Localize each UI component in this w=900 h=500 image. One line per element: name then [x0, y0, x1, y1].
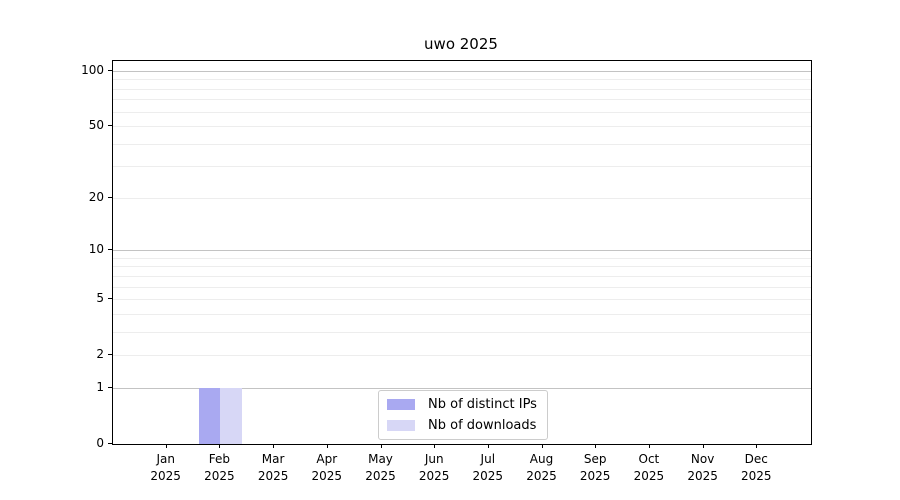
y-tick-label: 0 [96, 436, 104, 450]
y-tick-label: 100 [81, 62, 104, 77]
gridline-minor [113, 355, 811, 357]
x-tick-label: Nov 2025 [687, 452, 718, 483]
x-tick [756, 444, 758, 448]
y-tick [108, 298, 112, 300]
gridline-minor [113, 126, 811, 127]
bar-nb-of-distinct-ips [198, 387, 221, 444]
gridline-minor [113, 197, 811, 199]
gridline-minor [113, 266, 811, 268]
y-tick-label: 2 [96, 347, 104, 362]
x-tick [702, 444, 704, 448]
gridline-minor [113, 331, 811, 333]
x-tick [219, 444, 221, 448]
legend-swatch-downloads [387, 420, 415, 431]
gridline-minor [113, 286, 811, 288]
gridline-minor [113, 143, 811, 145]
gridline-minor [113, 88, 811, 90]
gridline-minor [113, 111, 811, 113]
y-tick-label: 5 [96, 291, 104, 306]
x-tick-label: Jun 2025 [418, 452, 450, 483]
x-tick [326, 444, 328, 448]
x-tick-label: Oct 2025 [633, 452, 665, 483]
y-tick-label: 1 [96, 379, 104, 394]
x-tick-label: Sep 2025 [579, 452, 611, 483]
y-tick [108, 386, 112, 388]
x-tick-label: Mar 2025 [257, 452, 289, 483]
gridline-major [113, 70, 811, 72]
x-tick [434, 444, 436, 448]
legend-label-distinct-ips: Nb of distinct IPs [428, 397, 537, 412]
y-tick [108, 354, 112, 356]
gridline-minor [113, 299, 811, 301]
x-tick [595, 444, 597, 448]
gridline-minor [113, 313, 811, 315]
x-tick-label: Apr 2025 [311, 452, 343, 483]
bar-nb-of-downloads [220, 387, 242, 444]
x-tick-label: Jul 2025 [472, 452, 504, 483]
y-tick [108, 125, 112, 126]
x-tick [648, 444, 650, 448]
plot-area [112, 60, 812, 445]
x-tick [541, 444, 543, 448]
gridline-minor [113, 99, 811, 101]
legend: Nb of distinct IPs Nb of downloads [378, 390, 548, 440]
x-tick [165, 444, 167, 448]
y-tick-label: 50 [88, 118, 104, 132]
x-tick [380, 444, 382, 448]
gridline-major [113, 387, 811, 389]
x-tick-label: Feb 2025 [204, 452, 235, 483]
y-tick [108, 249, 112, 251]
y-tick-label: 20 [88, 189, 104, 204]
legend-item-distinct-ips: Nb of distinct IPs [387, 397, 537, 412]
gridline-major [113, 250, 811, 252]
x-tick [487, 444, 489, 448]
y-tick [108, 69, 112, 71]
x-tick [273, 444, 275, 448]
x-tick-label: May 2025 [365, 452, 396, 483]
gridline-minor [113, 79, 811, 81]
legend-label-downloads: Nb of downloads [428, 418, 537, 433]
x-tick-label: Aug 2025 [526, 452, 557, 483]
x-tick-label: Dec 2025 [741, 452, 772, 483]
legend-item-downloads: Nb of downloads [387, 418, 537, 433]
chart-title: uwo 2025 [424, 35, 498, 53]
y-tick [108, 443, 112, 444]
y-tick-label: 10 [88, 242, 104, 257]
y-tick [108, 196, 112, 198]
gridline-minor [113, 166, 811, 168]
gridline-minor [113, 257, 811, 259]
x-tick-label: Jan 2025 [150, 452, 181, 483]
legend-swatch-distinct-ips [387, 399, 415, 410]
gridline-minor [113, 275, 811, 277]
